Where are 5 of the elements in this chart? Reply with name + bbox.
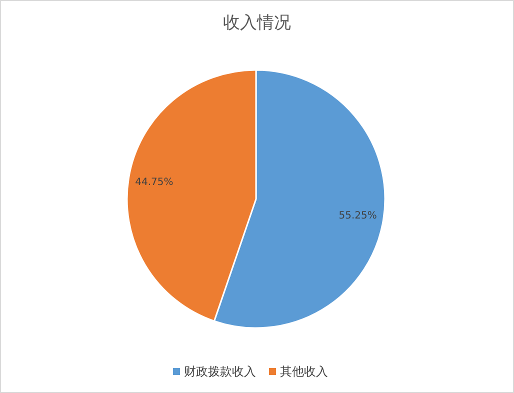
data-label: 55.25%: [338, 210, 377, 222]
chart-title: 收入情况: [223, 13, 291, 33]
legend-label: 财政拨款收入: [184, 364, 256, 378]
data-label: 44.75%: [135, 176, 174, 188]
legend-label: 其他收入: [280, 364, 328, 378]
